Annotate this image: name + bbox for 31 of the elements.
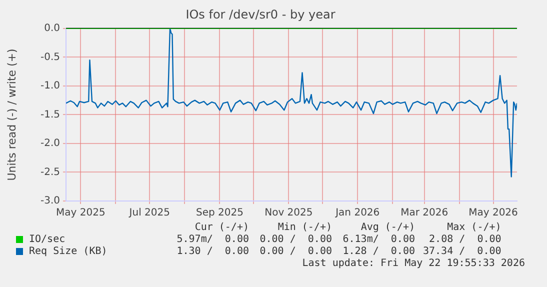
text: 1.30 / 0.00	[176, 246, 250, 258]
x-tick-label: Mar 2026	[400, 208, 448, 219]
text: 37.34 / 0.00	[422, 246, 502, 258]
y-axis-title: Units read (-) / write (+)	[5, 48, 18, 181]
text: 2.08 / 0.00	[428, 234, 502, 246]
text: Min (-/+)	[276, 222, 333, 234]
x-tick-label: Sep 2025	[196, 208, 244, 219]
legend-label: IO/sec	[28, 234, 66, 246]
text: 5.97m/ 0.00	[176, 234, 250, 246]
text: 1.28 / 0.00	[342, 246, 416, 258]
x-tick-label: Jan 2026	[334, 208, 380, 219]
y-tick-label: -0.5	[40, 52, 60, 63]
text: 0.00 / 0.00	[258, 246, 333, 258]
text: Cur (-/+)	[194, 222, 250, 234]
y-tick-label: -2.5	[40, 166, 60, 178]
x-tick-label: Nov 2025	[264, 208, 313, 219]
text: 0.00 / 0.00	[258, 234, 333, 246]
legend-label: Req Size (KB)	[28, 246, 108, 258]
y-tick-label: 0.0	[44, 22, 60, 34]
y-tick-label: -1.0	[40, 80, 60, 92]
text: Avg (-/+)	[360, 222, 416, 234]
x-tick-label: May 2026	[468, 208, 518, 219]
text: 6.13m/ 0.00	[342, 234, 416, 246]
text: Max (-/+)	[446, 222, 502, 234]
x-tick-label: May 2025	[56, 208, 106, 219]
chart-title: IOs for /dev/sr0 - by year	[186, 7, 336, 22]
text: Last update: Fri May 22 19:55:33 2026	[301, 258, 525, 269]
x-tick-label: Jul 2025	[128, 208, 170, 219]
y-tick-label: -2.0	[40, 138, 60, 150]
y-tick-label: -3.0	[40, 196, 60, 207]
y-tick-label: -1.5	[40, 109, 60, 120]
